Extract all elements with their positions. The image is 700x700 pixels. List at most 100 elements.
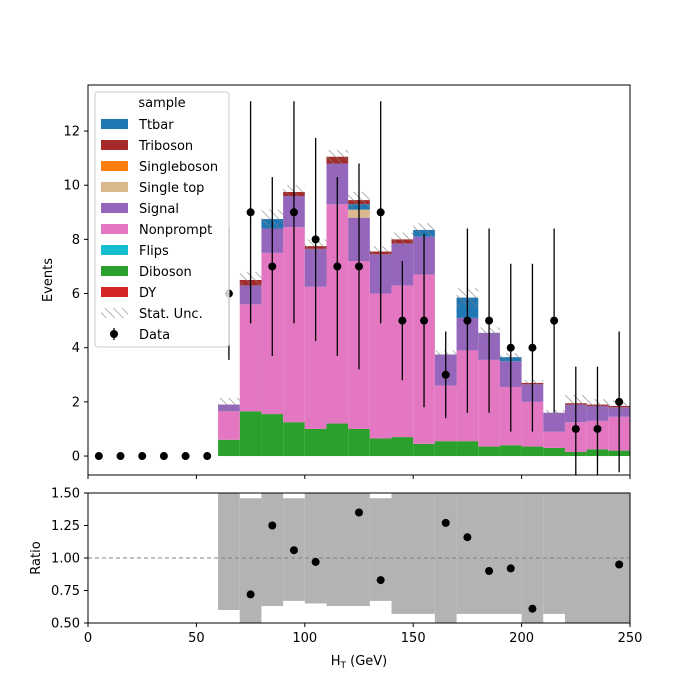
x-tick-label: 50 — [188, 631, 205, 646]
bar-diboson — [369, 438, 392, 457]
ratio-point — [441, 518, 450, 527]
data-point — [203, 452, 212, 461]
bar-diboson — [326, 423, 349, 457]
legend-swatch — [101, 119, 128, 129]
ratio-point — [463, 533, 472, 542]
legend-swatch — [101, 224, 128, 234]
ratio-y-tick-label: 0.75 — [51, 584, 80, 599]
y-tick-label: 4 — [72, 341, 80, 356]
bar-diboson — [521, 446, 544, 457]
bar-nonprompt — [543, 431, 565, 448]
x-tick-label: 200 — [509, 631, 534, 646]
legend-swatch — [101, 287, 128, 297]
data-point — [311, 235, 320, 244]
data-point — [441, 370, 450, 379]
legend-label: Triboson — [138, 139, 193, 154]
data-point — [138, 452, 147, 461]
main-histogram-panel: 0 2 4 6 8 10 12 Events sample Ttbar Triboson Sing… — [41, 84, 631, 479]
bar-diboson — [283, 422, 305, 457]
ratio-unc-band — [218, 493, 240, 610]
x-tick-label: 0 — [84, 631, 92, 646]
legend-frame — [94, 91, 230, 348]
legend-label: Diboson — [139, 265, 192, 280]
bar-diboson — [304, 428, 327, 457]
data-point — [550, 316, 559, 325]
bar-nonprompt — [283, 227, 305, 423]
legend-swatch — [101, 245, 128, 255]
legend-swatch — [101, 203, 128, 213]
ratio-unc-band — [391, 493, 435, 614]
main-axes-frame — [87, 84, 631, 476]
ratio-point — [506, 564, 515, 573]
y-tick-label: 12 — [63, 125, 80, 140]
legend-label: Signal — [139, 202, 179, 217]
ratio-unc-band — [304, 493, 327, 604]
data-point — [246, 208, 255, 217]
ratio-unc-band — [456, 493, 522, 614]
ratio-y-tick-label: 1.50 — [51, 487, 80, 502]
bar-nonprompt — [369, 293, 392, 439]
ratio-unc-band — [326, 493, 370, 607]
ratio-unc-band — [543, 493, 565, 614]
legend-data-marker — [110, 330, 118, 338]
legend-label: Nonprompt — [139, 223, 212, 238]
data-point — [268, 262, 277, 271]
data-point — [94, 452, 103, 461]
data-point — [289, 208, 298, 217]
y-axis-label: Events — [41, 258, 56, 302]
legend-title: sample — [138, 96, 185, 111]
legend-swatch — [101, 266, 128, 276]
stat-unc-band — [326, 150, 349, 164]
data-point — [333, 262, 342, 271]
bar-nonprompt — [218, 411, 240, 440]
legend-label: Single top — [139, 181, 204, 196]
legend-label: DY — [139, 286, 156, 301]
y-tick-label: 10 — [63, 179, 80, 194]
stat-unc-band — [218, 397, 240, 412]
data-point — [615, 397, 624, 406]
legend-swatch — [101, 140, 128, 150]
data-point — [181, 452, 190, 461]
bar-diboson — [218, 439, 240, 457]
ratio-point — [615, 560, 624, 569]
legend-label: Ttbar — [138, 118, 174, 133]
x-axis-label: HT (GeV) — [331, 654, 388, 671]
data-point — [571, 424, 580, 433]
data-point — [159, 452, 168, 461]
ratio-point — [246, 590, 255, 599]
x-tick-label: 250 — [618, 631, 643, 646]
bar-diboson — [413, 443, 435, 457]
data-point — [485, 316, 494, 325]
data-point — [376, 208, 385, 217]
ratio-unc-band — [369, 498, 392, 601]
ratio-y-tick-label: 1.25 — [51, 519, 80, 534]
data-point — [355, 262, 363, 271]
bar-diboson — [434, 441, 457, 457]
x-tick-label: 100 — [292, 631, 317, 646]
legend: sample Ttbar Triboson Singleboson Single top… — [94, 91, 230, 348]
bar-nonprompt — [304, 286, 327, 429]
stat-unc-band — [413, 223, 435, 237]
data-point — [593, 424, 602, 433]
legend-hatch-swatch — [101, 308, 128, 318]
ratio-point — [355, 508, 363, 517]
data-point — [528, 343, 537, 352]
bar-diboson — [239, 411, 262, 457]
ratio-panel: 0.50 0.75 1.00 1.25 1.50 0 50 100 150 200 250 Rat… — [29, 487, 642, 672]
data-point — [420, 316, 429, 325]
legend-label: Data — [139, 328, 170, 343]
bar-diboson — [261, 414, 284, 457]
ratio-y-tick-label: 1.00 — [51, 552, 80, 567]
ratio-unc-band — [564, 493, 630, 623]
y-tick-label: 8 — [72, 233, 80, 248]
data-point — [506, 343, 515, 352]
bar-nonprompt — [239, 304, 262, 412]
bar-diboson — [499, 445, 522, 457]
ratio-point — [289, 546, 298, 555]
y-tick-label: 6 — [72, 287, 80, 302]
bar-diboson — [348, 428, 370, 457]
bar-signal — [543, 412, 565, 432]
data-point — [398, 316, 407, 325]
ratio-unc-band — [239, 498, 262, 623]
